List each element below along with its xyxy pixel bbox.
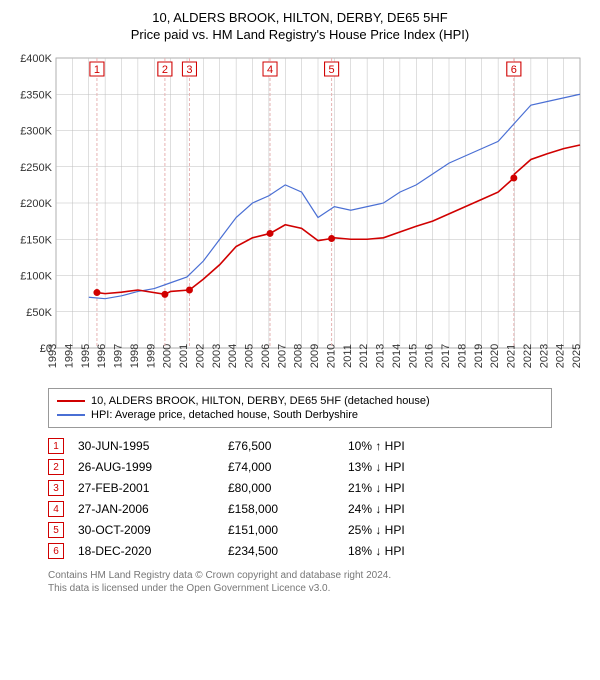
svg-text:2004: 2004 bbox=[227, 344, 239, 368]
svg-text:2024: 2024 bbox=[555, 344, 567, 368]
sale-date: 26-AUG-1999 bbox=[78, 460, 228, 474]
svg-text:2007: 2007 bbox=[276, 344, 288, 368]
sale-date: 27-JAN-2006 bbox=[78, 502, 228, 516]
svg-text:2009: 2009 bbox=[309, 344, 321, 368]
svg-text:1995: 1995 bbox=[80, 344, 92, 368]
sale-price: £151,000 bbox=[228, 523, 348, 537]
sale-number-box: 4 bbox=[48, 501, 64, 517]
table-row: 2 26-AUG-1999£74,00013% ↓ HPI bbox=[48, 459, 552, 475]
svg-text:£250K: £250K bbox=[20, 162, 52, 174]
table-row: 5 30-OCT-2009£151,00025% ↓ HPI bbox=[48, 522, 552, 538]
sale-price: £76,500 bbox=[228, 439, 348, 453]
svg-text:2023: 2023 bbox=[538, 344, 550, 368]
svg-text:2003: 2003 bbox=[211, 344, 223, 368]
sale-price: £234,500 bbox=[228, 544, 348, 558]
svg-text:1998: 1998 bbox=[129, 344, 141, 368]
svg-text:1994: 1994 bbox=[63, 344, 75, 368]
sale-delta: 13% ↓ HPI bbox=[348, 460, 468, 474]
sale-delta: 21% ↓ HPI bbox=[348, 481, 468, 495]
price-chart: £0£50K£100K£150K£200K£250K£300K£350K£400… bbox=[10, 50, 590, 380]
legend-swatch bbox=[57, 400, 85, 402]
svg-text:5: 5 bbox=[329, 64, 335, 76]
legend-swatch bbox=[57, 414, 85, 416]
svg-text:2: 2 bbox=[162, 64, 168, 76]
svg-text:2001: 2001 bbox=[178, 344, 190, 368]
table-row: 1 30-JUN-1995£76,50010% ↑ HPI bbox=[48, 438, 552, 454]
legend-label: HPI: Average price, detached house, Sout… bbox=[91, 409, 358, 421]
sale-delta: 25% ↓ HPI bbox=[348, 523, 468, 537]
table-row: 3 27-FEB-2001£80,00021% ↓ HPI bbox=[48, 480, 552, 496]
sale-date: 27-FEB-2001 bbox=[78, 481, 228, 495]
sale-delta: 10% ↑ HPI bbox=[348, 439, 468, 453]
svg-text:2017: 2017 bbox=[440, 344, 452, 368]
svg-text:2012: 2012 bbox=[358, 344, 370, 368]
footer-line-1: Contains HM Land Registry data © Crown c… bbox=[48, 569, 552, 582]
svg-text:2018: 2018 bbox=[456, 344, 468, 368]
sale-date: 18-DEC-2020 bbox=[78, 544, 228, 558]
sale-number-box: 2 bbox=[48, 459, 64, 475]
svg-text:2005: 2005 bbox=[244, 344, 256, 368]
svg-text:1993: 1993 bbox=[47, 344, 59, 368]
svg-text:2008: 2008 bbox=[293, 344, 305, 368]
svg-text:£100K: £100K bbox=[20, 271, 52, 283]
svg-text:2014: 2014 bbox=[391, 344, 403, 368]
table-row: 6 18-DEC-2020£234,50018% ↓ HPI bbox=[48, 543, 552, 559]
sale-price: £74,000 bbox=[228, 460, 348, 474]
svg-text:1996: 1996 bbox=[96, 344, 108, 368]
sale-number-box: 5 bbox=[48, 522, 64, 538]
sale-date: 30-JUN-1995 bbox=[78, 439, 228, 453]
svg-text:4: 4 bbox=[267, 64, 273, 76]
svg-text:2011: 2011 bbox=[342, 344, 354, 368]
svg-text:£150K: £150K bbox=[20, 234, 52, 246]
svg-text:1997: 1997 bbox=[113, 344, 125, 368]
sale-price: £80,000 bbox=[228, 481, 348, 495]
svg-text:3: 3 bbox=[186, 64, 192, 76]
svg-text:1999: 1999 bbox=[145, 344, 157, 368]
svg-text:£50K: £50K bbox=[26, 307, 52, 319]
svg-text:2020: 2020 bbox=[489, 344, 501, 368]
legend: 10, ALDERS BROOK, HILTON, DERBY, DE65 5H… bbox=[48, 388, 552, 428]
sale-number-box: 3 bbox=[48, 480, 64, 496]
sale-date: 30-OCT-2009 bbox=[78, 523, 228, 537]
svg-text:£300K: £300K bbox=[20, 126, 52, 138]
sale-price: £158,000 bbox=[228, 502, 348, 516]
svg-text:£400K: £400K bbox=[20, 53, 52, 65]
sale-number-box: 1 bbox=[48, 438, 64, 454]
svg-text:2021: 2021 bbox=[506, 344, 518, 368]
svg-text:2016: 2016 bbox=[424, 344, 436, 368]
footer-attribution: Contains HM Land Registry data © Crown c… bbox=[48, 569, 552, 595]
svg-text:6: 6 bbox=[511, 64, 517, 76]
legend-label: 10, ALDERS BROOK, HILTON, DERBY, DE65 5H… bbox=[91, 395, 430, 407]
svg-text:2000: 2000 bbox=[162, 344, 174, 368]
svg-text:2025: 2025 bbox=[571, 344, 583, 368]
sales-table: 1 30-JUN-1995£76,50010% ↑ HPI 2 26-AUG-1999… bbox=[48, 438, 552, 559]
sale-delta: 18% ↓ HPI bbox=[348, 544, 468, 558]
footer-line-2: This data is licensed under the Open Gov… bbox=[48, 582, 552, 595]
svg-text:2010: 2010 bbox=[325, 344, 337, 368]
sale-number-box: 6 bbox=[48, 543, 64, 559]
svg-text:2013: 2013 bbox=[375, 344, 387, 368]
svg-text:£350K: £350K bbox=[20, 89, 52, 101]
svg-text:£200K: £200K bbox=[20, 198, 52, 210]
svg-text:2006: 2006 bbox=[260, 344, 272, 368]
chart-subtitle: Price paid vs. HM Land Registry's House … bbox=[10, 27, 590, 42]
legend-item: HPI: Average price, detached house, Sout… bbox=[57, 409, 543, 421]
chart-title: 10, ALDERS BROOK, HILTON, DERBY, DE65 5H… bbox=[10, 10, 590, 25]
svg-text:2002: 2002 bbox=[194, 344, 206, 368]
table-row: 4 27-JAN-2006£158,00024% ↓ HPI bbox=[48, 501, 552, 517]
legend-item: 10, ALDERS BROOK, HILTON, DERBY, DE65 5H… bbox=[57, 395, 543, 407]
sale-delta: 24% ↓ HPI bbox=[348, 502, 468, 516]
chart-container: £0£50K£100K£150K£200K£250K£300K£350K£400… bbox=[10, 50, 590, 380]
svg-text:1: 1 bbox=[94, 64, 100, 76]
svg-text:2022: 2022 bbox=[522, 344, 534, 368]
svg-text:2019: 2019 bbox=[473, 344, 485, 368]
svg-text:2015: 2015 bbox=[407, 344, 419, 368]
